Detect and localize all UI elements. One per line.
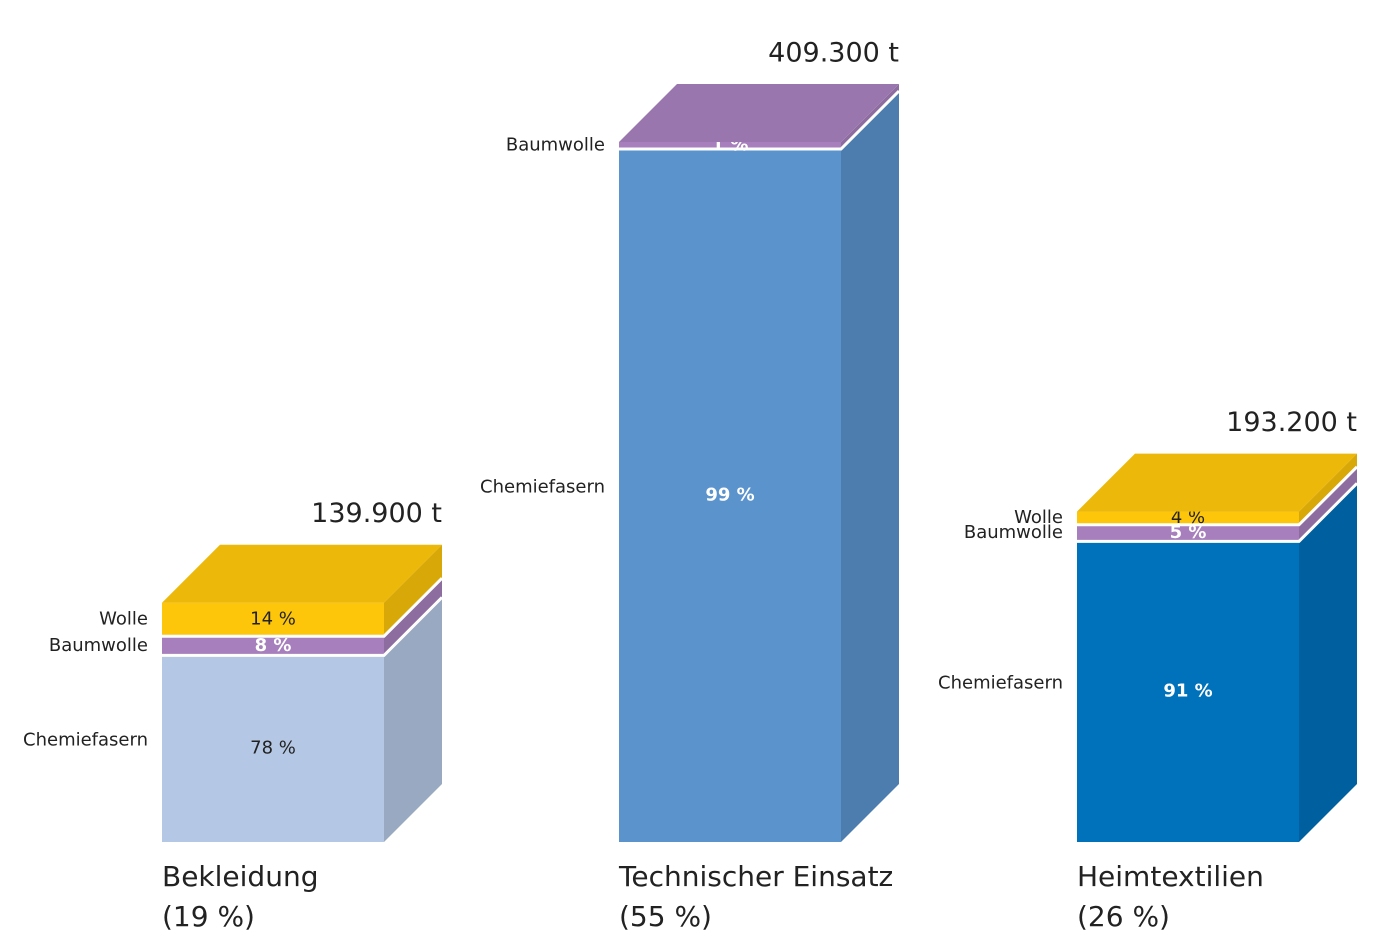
separator: [162, 596, 444, 657]
segment-value: 78 %: [250, 738, 296, 759]
segment-name: Baumwolle: [506, 135, 605, 156]
bar-top: [619, 84, 899, 142]
bar-side: [1299, 466, 1357, 542]
separator: [1077, 482, 1359, 543]
bar-segment: [1077, 511, 1299, 525]
bar-segment: [1077, 524, 1299, 542]
category-label: Technischer Einsatz: [618, 860, 893, 893]
segment-value: 5 %: [1170, 522, 1207, 543]
segment-name: Wolle: [1014, 507, 1063, 528]
share-label: (26 %): [1077, 900, 1170, 933]
separator: [619, 89, 901, 151]
segment-name: Chemiefasern: [23, 730, 148, 751]
bar-segment: [619, 142, 841, 149]
bar-segment: [162, 655, 384, 842]
bar-side: [384, 578, 442, 656]
bar-side: [841, 91, 899, 842]
total-label: 409.300 t: [768, 38, 899, 69]
segment-value: 91 %: [1163, 681, 1212, 702]
bar-segment: [162, 636, 384, 656]
segment-value: 99 %: [705, 485, 754, 506]
bar-segment: [162, 602, 384, 637]
category-label: Heimtextilien: [1077, 860, 1264, 893]
bar-top: [162, 544, 442, 603]
category-label: Bekleidung: [162, 860, 318, 893]
segment-value: 14 %: [250, 608, 296, 629]
total-label: 139.900 t: [311, 498, 442, 529]
total-label: 193.200 t: [1226, 407, 1357, 438]
bar-segment: [1077, 541, 1299, 842]
segment-name: Wolle: [99, 608, 148, 629]
share-label: (19 %): [162, 900, 255, 933]
separator: [162, 577, 444, 638]
bar-side: [1299, 453, 1357, 525]
segment-name: Baumwolle: [49, 635, 148, 656]
segment-value: 8 %: [255, 635, 292, 656]
share-label: (55 %): [619, 900, 712, 933]
bar-side: [384, 544, 442, 637]
segment-name: Baumwolle: [964, 522, 1063, 543]
bar-side: [1299, 483, 1357, 842]
separator: [1077, 465, 1359, 527]
segment-name: Chemiefasern: [480, 477, 605, 498]
bar-segment: [619, 149, 841, 842]
segment-value: 4 %: [1171, 507, 1205, 528]
bar-side: [384, 597, 442, 842]
bar-top: [1077, 453, 1357, 512]
segment-name: Chemiefasern: [938, 673, 1063, 694]
